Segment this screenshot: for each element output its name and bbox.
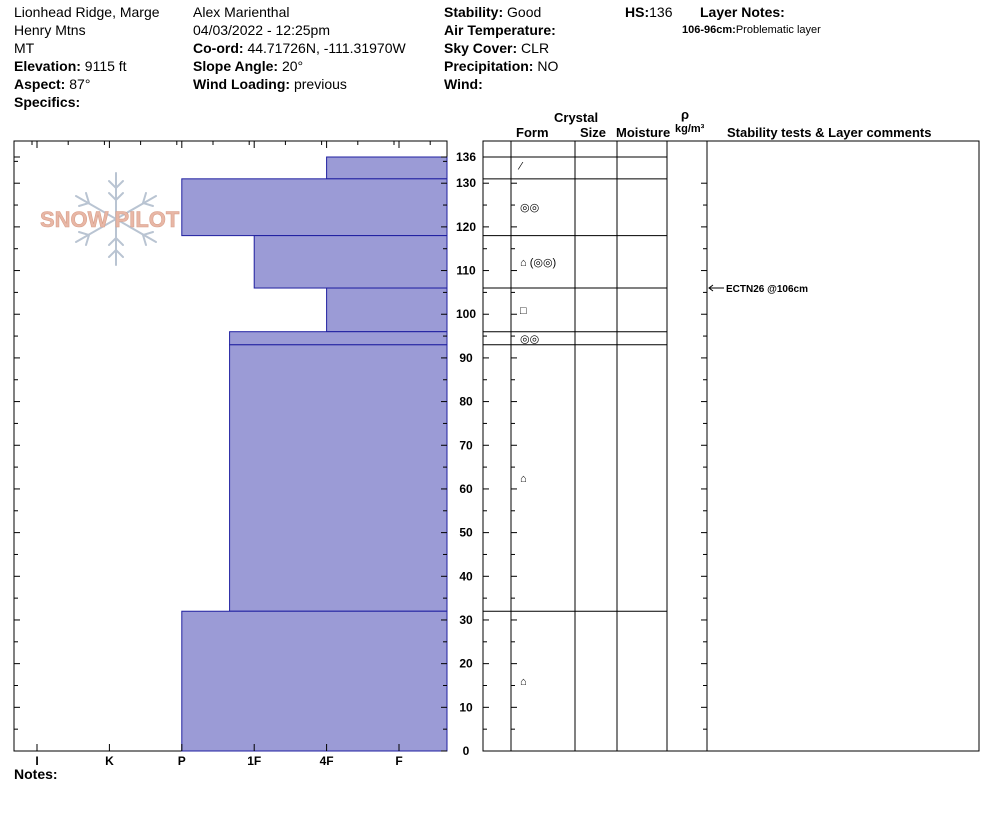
height-tick-label-70: 70 (459, 438, 473, 452)
stability-test-label: ECTN26 @106cm (726, 284, 808, 295)
height-tick-label-10: 10 (459, 700, 473, 714)
layer-notes-title: Layer Notes: (700, 4, 785, 20)
hardness-tick-label-K: K (105, 754, 114, 768)
hardness-axis: I K P 1F 4F F (31, 141, 431, 768)
stability-test-marker: ECTN26 @106cm (708, 284, 808, 295)
height-axis: 0 10 20 30 40 50 60 70 80 90 100 110 120 130 136 (14, 150, 476, 758)
hardness-tick-label-P: P (178, 754, 186, 768)
hardness-tick-label-4F: 4F (320, 754, 334, 768)
height-tick-label-80: 80 (459, 395, 473, 409)
snowpilot-logo: SNOW PILOT (40, 172, 180, 266)
grain-symbol-4: ◎◎ (520, 333, 539, 345)
form-header: Form (516, 125, 549, 140)
hardness-bar-4 (229, 331, 448, 346)
table-ticks (483, 182, 707, 752)
sky-cover: Sky Cover: CLR (444, 40, 550, 56)
hardness-bar-0 (326, 156, 448, 180)
coordinates: Co-ord: 44.71726N, -111.31970W (193, 40, 406, 56)
height-tick-label-20: 20 (459, 657, 473, 671)
snow-height: HS:136 (625, 4, 673, 20)
wind-label: Wind: (444, 76, 483, 92)
hardness-bars (181, 156, 448, 752)
logo-text: SNOW PILOT (40, 207, 180, 232)
height-tick-label-50: 50 (459, 526, 473, 540)
height-tick-label-130: 130 (456, 176, 476, 190)
grain-symbol-6: ⌂ (520, 676, 527, 688)
size-header: Size (580, 125, 607, 140)
hardness-bar-3 (326, 287, 448, 333)
hardness-tick-label-I: I (35, 754, 38, 768)
height-tick-label-40: 40 (459, 569, 473, 583)
hardness-bar-6 (181, 610, 448, 752)
stability: Stability: Good (444, 4, 542, 20)
air-temperature-label: Air Temperature: (444, 22, 556, 38)
table-layer-lines (483, 156, 667, 612)
snowflake-icon (75, 172, 157, 266)
hardness-bar-1 (181, 178, 448, 237)
location-line3: MT (14, 40, 35, 56)
wind-loading: Wind Loading: previous (193, 76, 347, 92)
specifics-label: Specifics: (14, 94, 81, 110)
grain-symbol-0: ⁄ (517, 161, 524, 173)
precipitation: Precipitation: NO (444, 58, 559, 74)
grain-symbol-2: ⌂ (◎◎) (520, 257, 556, 269)
height-tick-label-60: 60 (459, 482, 473, 496)
stability-comments-header: Stability tests & Layer comments (727, 125, 932, 140)
layer-table-frame (482, 140, 980, 752)
hardness-bar-2 (253, 235, 448, 289)
grain-symbols: ⁄ ◎◎ ⌂ (◎◎) □ ◎◎ ⌂ ⌂ (517, 161, 556, 688)
hardness-tick-label-1F: 1F (247, 754, 261, 768)
height-tick-label-136: 136 (456, 150, 476, 164)
location-line2: Henry Mtns (14, 22, 86, 38)
height-tick-label-90: 90 (459, 351, 473, 365)
grain-symbol-3: □ (520, 305, 527, 317)
location-line1: Lionhead Ridge, Marge (14, 4, 160, 20)
grain-symbol-5: ⌂ (520, 473, 527, 485)
observer-name: Alex Marienthal (193, 4, 290, 20)
height-tick-label-0: 0 (463, 744, 470, 758)
slope-angle: Slope Angle: 20° (193, 58, 304, 74)
aspect: Aspect: 87° (14, 76, 91, 92)
density-unit: kg/m³ (675, 123, 705, 135)
crystal-header: Crystal (554, 110, 599, 125)
elevation: Elevation: 9115 ft (14, 58, 127, 74)
height-tick-label-30: 30 (459, 613, 473, 627)
moisture-header: Moisture (616, 125, 671, 140)
observation-datetime: 04/03/2022 - 12:25pm (193, 22, 330, 38)
hardness-tick-label-F: F (395, 754, 402, 768)
height-tick-label-110: 110 (456, 264, 476, 278)
layer-note: 106-96cm:Problematic layer (682, 24, 821, 36)
height-tick-label-120: 120 (456, 220, 476, 234)
notes-label: Notes: (14, 766, 58, 782)
hardness-bar-5 (229, 344, 448, 612)
height-tick-label-100: 100 (456, 307, 476, 321)
density-symbol: ρ (681, 107, 690, 122)
grain-symbol-1: ◎◎ (520, 202, 539, 214)
